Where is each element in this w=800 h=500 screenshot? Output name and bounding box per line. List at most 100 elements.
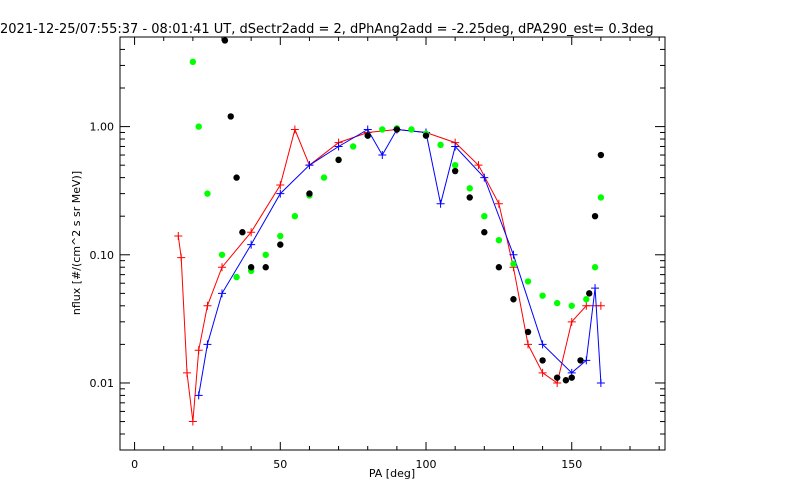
data-point [334, 142, 343, 151]
y-tick-label: 1.00 [90, 121, 115, 134]
data-point [305, 161, 314, 170]
data-point [524, 340, 533, 349]
data-point [189, 58, 197, 66]
data-point [320, 174, 328, 181]
data-point [577, 357, 584, 364]
data-point [239, 229, 246, 236]
data-point [194, 391, 203, 400]
data-point [583, 296, 590, 303]
y-tick-label: 0.01 [90, 377, 115, 390]
data-point [379, 126, 386, 133]
data-point [204, 190, 211, 197]
data-point [203, 301, 212, 310]
data-point [451, 142, 460, 151]
data-point [539, 357, 546, 364]
data-point [221, 37, 229, 44]
x-tick-label: 50 [273, 458, 287, 471]
chart-title: 2021-12-25/07:55:37 - 08:01:41 UT, dSect… [0, 22, 654, 37]
data-point [335, 156, 342, 164]
data-point [437, 141, 444, 149]
data-point [495, 236, 503, 244]
x-tick-label: 100 [416, 458, 437, 471]
data-point [218, 289, 227, 298]
data-point [195, 123, 202, 130]
data-point [495, 264, 503, 271]
data-point [276, 181, 285, 190]
data-point [277, 241, 284, 248]
data-point [290, 125, 299, 134]
data-point [480, 173, 489, 182]
data-point [539, 292, 546, 299]
data-point [349, 143, 357, 150]
data-point [247, 228, 256, 237]
data-point [408, 126, 415, 133]
data-point [378, 151, 387, 160]
data-point [174, 232, 183, 241]
data-point [422, 132, 430, 139]
data-point [262, 264, 269, 271]
data-point [568, 302, 575, 309]
series-2 [189, 58, 605, 309]
data-point [524, 328, 532, 336]
data-point [218, 263, 227, 272]
data-point [291, 212, 299, 220]
series-line [198, 128, 602, 396]
series-line [177, 127, 601, 422]
data-point [538, 340, 547, 349]
data-point [597, 194, 605, 201]
data-point [203, 340, 212, 349]
data-point [553, 299, 561, 307]
plot-frame [119, 36, 666, 451]
data-point [363, 125, 372, 134]
data-point [553, 374, 561, 381]
data-point [364, 132, 371, 139]
data-point [567, 317, 576, 326]
data-point [597, 151, 605, 159]
x-axis-label: PA [deg] [369, 467, 415, 480]
y-axis: 0.01 0.10 1.00 [90, 36, 665, 451]
data-point [466, 194, 473, 201]
data-point [262, 251, 269, 258]
data-point [509, 250, 518, 259]
x-axis: 0 50 100 150 [131, 37, 660, 471]
data-point [466, 185, 473, 192]
series-3 [221, 37, 605, 384]
data-point [510, 296, 517, 303]
data-point [510, 260, 517, 268]
data-point [538, 368, 547, 377]
data-point [562, 377, 570, 384]
x-tick-label: 150 [561, 458, 582, 471]
data-point [591, 264, 599, 271]
data-point [586, 290, 593, 297]
data-point [568, 374, 575, 381]
data-point [436, 199, 445, 208]
y-tick-label: 0.10 [90, 249, 115, 262]
plot-area [174, 37, 605, 426]
data-point [306, 190, 313, 197]
x-tick-label: 0 [131, 458, 138, 471]
y-axis-label: nflux [#/(cm^2 s sr MeV)] [70, 171, 83, 315]
data-point [481, 229, 488, 236]
data-point [247, 264, 255, 271]
data-point [183, 368, 192, 377]
data-point [451, 161, 459, 169]
data-point [591, 284, 600, 293]
data-point [524, 278, 532, 285]
data-point [582, 301, 591, 310]
data-point [233, 174, 240, 181]
data-point [218, 251, 226, 258]
data-point [393, 126, 401, 133]
data-point [277, 232, 284, 240]
data-point [451, 167, 459, 175]
data-point [494, 199, 503, 208]
data-point [596, 378, 605, 387]
data-point [481, 212, 488, 220]
data-point [233, 273, 240, 281]
data-point [596, 301, 605, 310]
data-point [247, 240, 256, 249]
data-point [227, 113, 234, 120]
data-point [177, 253, 186, 262]
data-point [276, 189, 285, 198]
data-point [194, 346, 203, 355]
